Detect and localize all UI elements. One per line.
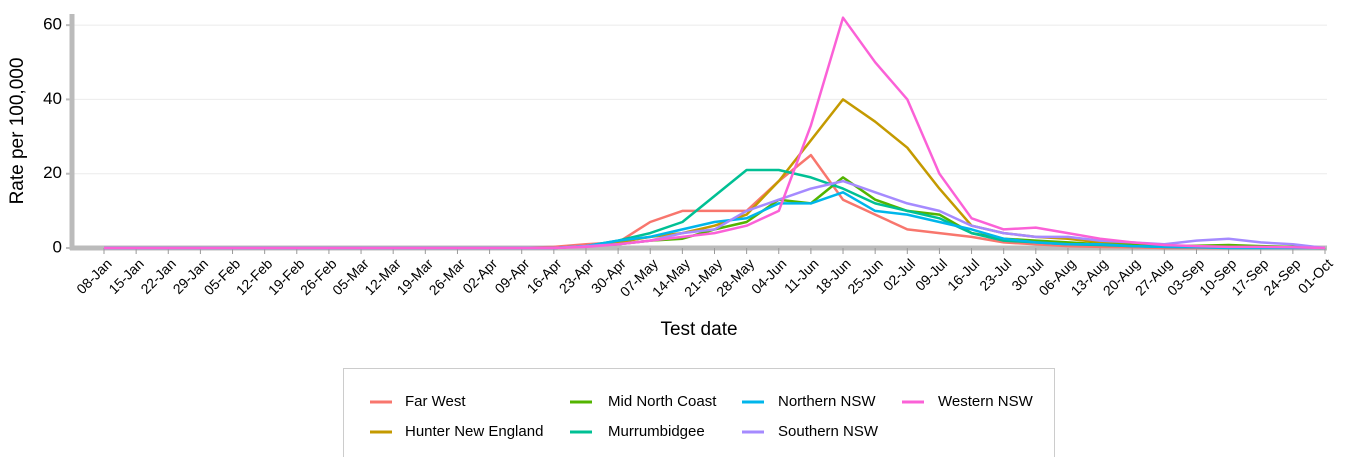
legend-box [343, 368, 1055, 462]
x-tick-label: 26-Mar [426, 255, 469, 298]
x-tick-label: 08-Jan [73, 255, 115, 297]
x-axis-title: Test date [660, 319, 737, 340]
x-tick-label: 02-Jul [880, 255, 918, 293]
legend-label: Far West [405, 393, 466, 410]
x-tick-label: 18-Jun [812, 255, 854, 297]
series-line [104, 176, 1326, 250]
x-tick-label: 09-Jul [912, 255, 950, 293]
x-tick-label: 02-Apr [459, 255, 500, 296]
y-tick-label: 0 [53, 237, 62, 256]
x-tick-label: 01-Oct [1295, 255, 1336, 296]
series-line [104, 191, 1325, 250]
y-tick-label: 40 [43, 89, 62, 108]
y-tick-label: 60 [43, 15, 62, 34]
legend-label: Hunter New England [405, 423, 543, 440]
legend-label: Northern NSW [778, 393, 876, 410]
legend-label: Murrumbidgee [608, 423, 705, 440]
series-line [104, 16, 1326, 250]
legend-label: Mid North Coast [608, 393, 717, 410]
series-line [104, 179, 1326, 250]
x-tick-label: 16-Jul [944, 255, 982, 293]
series-line [104, 168, 1326, 250]
legend-label: Southern NSW [778, 423, 879, 440]
x-tick-label: 09-Apr [491, 255, 532, 296]
x-tick-label: 24-Sep [1260, 255, 1303, 298]
x-tick-label: 23-Apr [556, 255, 597, 296]
x-tick-label: 16-Apr [524, 255, 565, 296]
x-tick-label: 15-Jan [105, 255, 147, 297]
x-tick-label: 25-Jun [844, 255, 886, 297]
legend-label: Western NSW [938, 393, 1034, 410]
x-tick-label: 04-Jun [748, 255, 790, 297]
y-axis-title: Rate per 100,000 [7, 58, 28, 205]
x-tick-label: 22-Jan [137, 255, 179, 297]
x-tick-label: 23-Jul [976, 255, 1014, 293]
y-tick-label: 20 [43, 163, 62, 182]
